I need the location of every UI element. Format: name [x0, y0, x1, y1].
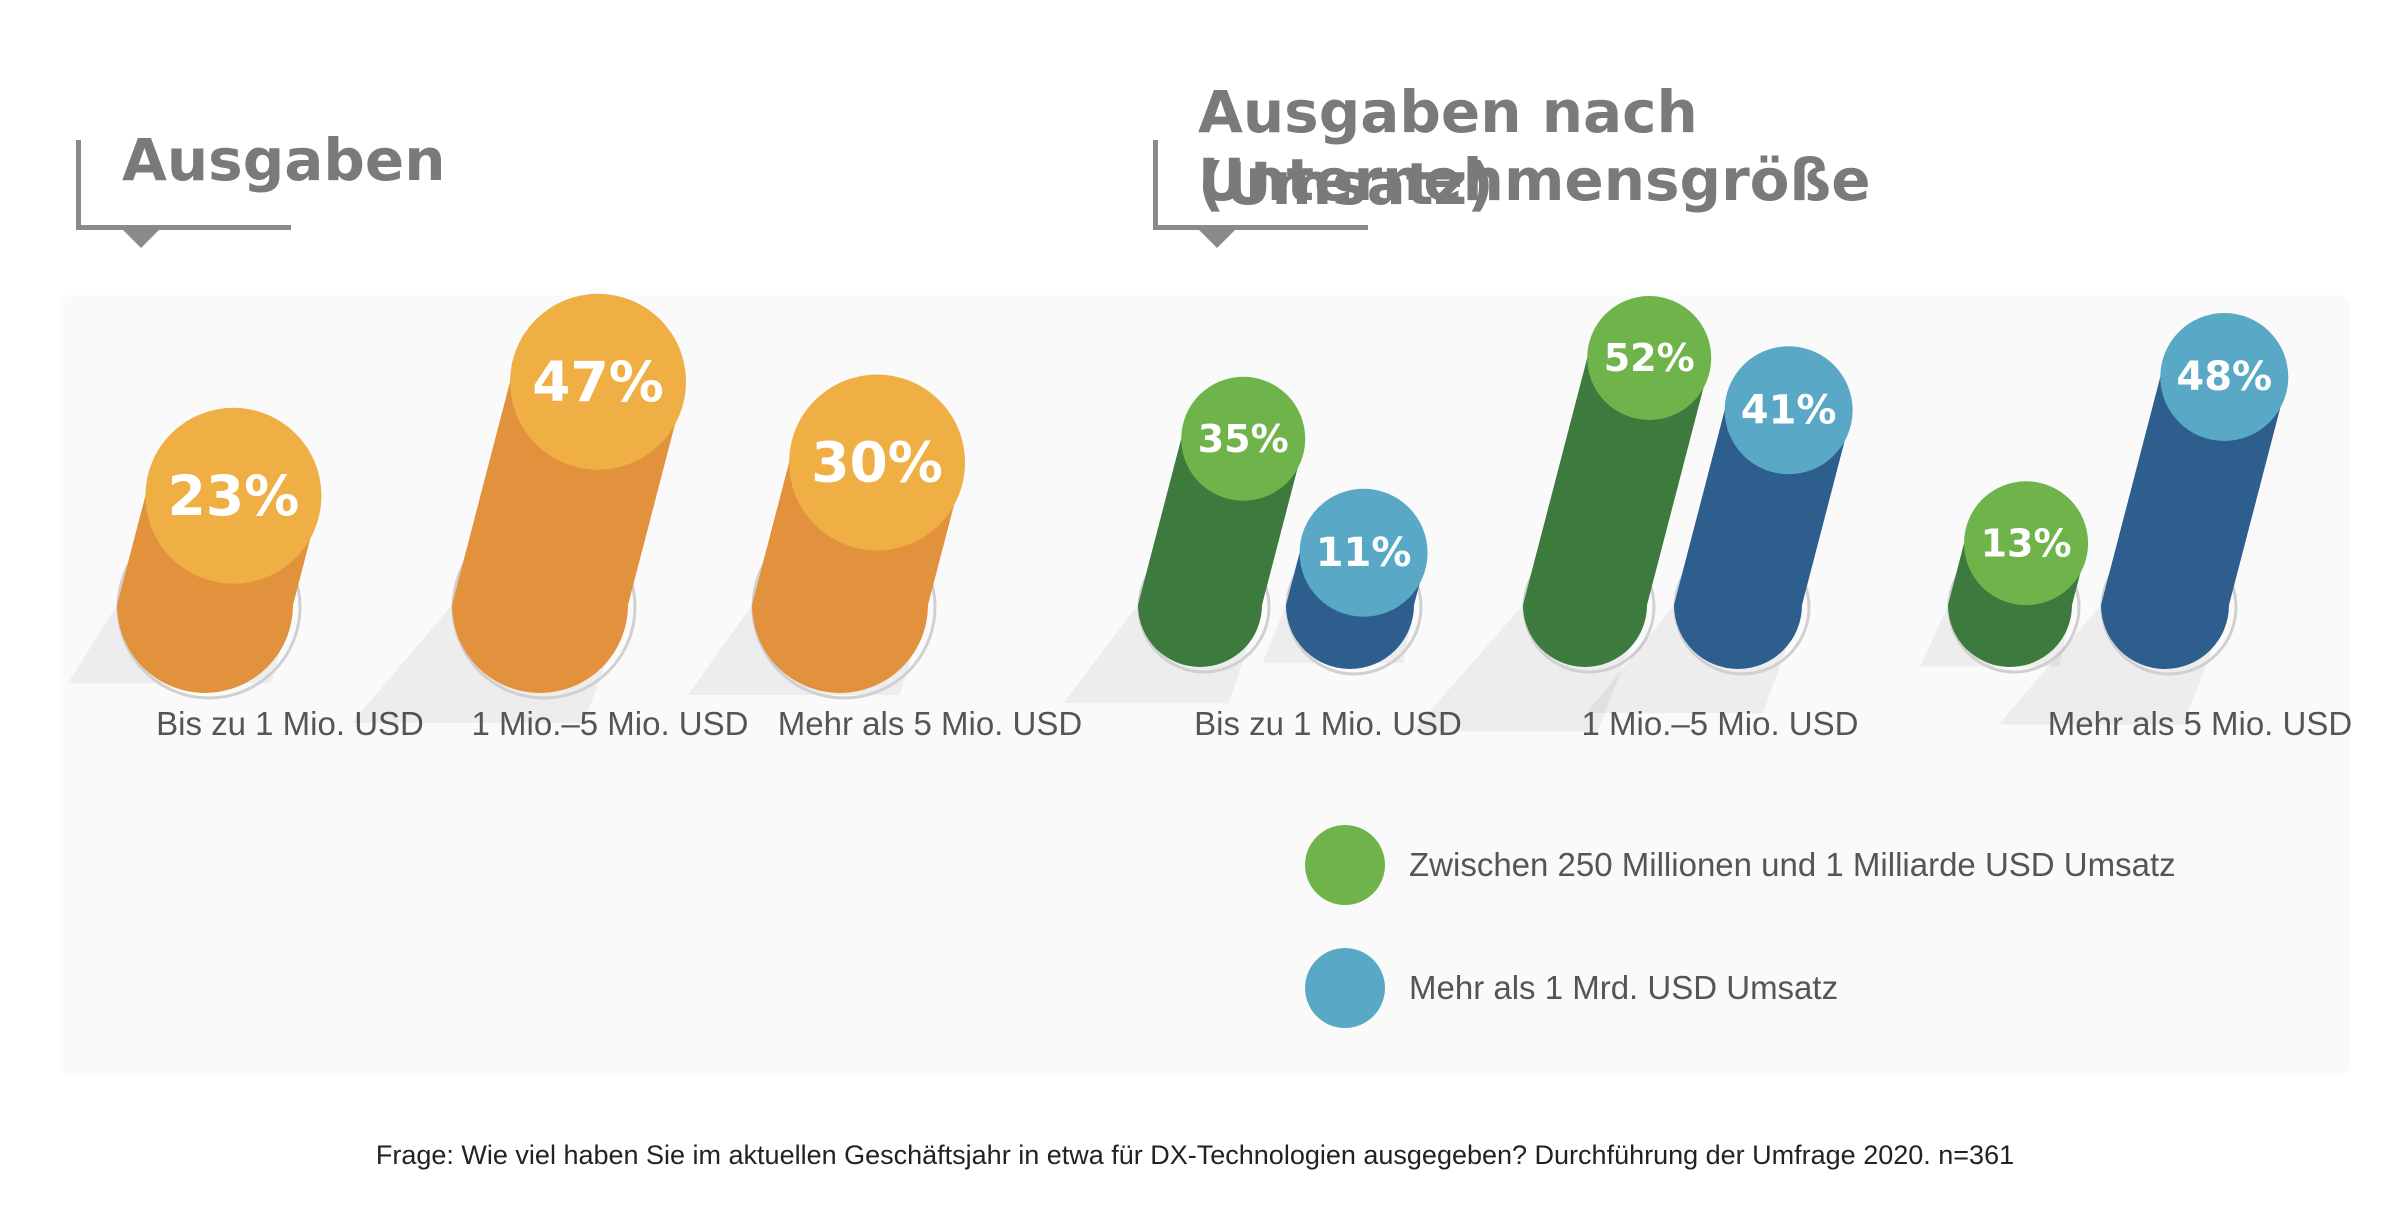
x-label-umsatz-2: 1 Mio.–5 Mio. USD	[1582, 705, 1859, 742]
legend-label-blue: Mehr als 1 Mrd. USD Umsatz	[1409, 969, 1839, 1006]
bar-ausgaben-2-top	[510, 293, 687, 470]
bar-blue-3-top	[2160, 313, 2289, 441]
bar-ausgaben-3-label: 30%	[811, 431, 943, 495]
legend-label-green: Zwischen 250 Millionen und 1 Milliarde U…	[1409, 846, 2176, 883]
bar-blue-2-label: 41%	[1741, 387, 1837, 433]
bar-ausgaben-2-label: 47%	[532, 350, 664, 414]
x-label-umsatz-1: Bis zu 1 Mio. USD	[1194, 705, 1462, 742]
title-notch-right	[1199, 230, 1235, 248]
bar-ausgaben-1-top	[145, 407, 322, 584]
bar-green-3-label: 13%	[1981, 521, 2072, 565]
legend-green-dot-icon	[1305, 825, 1385, 905]
bar-ausgaben-1-label: 23%	[168, 464, 300, 528]
footnote: Frage: Wie viel haben Sie im aktuellen G…	[375, 1140, 2015, 1170]
bar-green-2-top	[1587, 296, 1712, 420]
x-label-ausgaben-3: Mehr als 5 Mio. USD	[778, 705, 1082, 742]
bar-green-3-top	[1964, 481, 2089, 606]
bar-green-2-body	[1523, 358, 1712, 667]
title-bracket-left	[76, 140, 291, 230]
bar-blue-1-top	[1299, 488, 1428, 617]
title-notch-left	[123, 230, 159, 248]
bar-green-2-label: 52%	[1604, 336, 1695, 380]
bar-blue-2-body	[1674, 410, 1853, 669]
legend-blue-dot-icon	[1305, 948, 1385, 1028]
bar-green-1-label: 35%	[1198, 417, 1289, 461]
legend-item-blue: Mehr als 1 Mrd. USD Umsatz	[1305, 948, 1838, 1028]
bar-blue-2-top	[1724, 346, 1853, 475]
bar-ausgaben-3-top	[789, 374, 966, 551]
x-label-ausgaben-1: Bis zu 1 Mio. USD	[156, 705, 424, 742]
legend-item-green: Zwischen 250 Millionen und 1 Milliarde U…	[1305, 825, 2176, 905]
bar-blue-1-label: 11%	[1316, 530, 1412, 576]
chart-title-left: Ausgaben	[122, 126, 446, 194]
chart-title-right-subtitle: (Umsatz)	[1198, 150, 1494, 218]
bar-green-1-top	[1181, 376, 1306, 501]
bar-blue-3-label: 48%	[2176, 354, 2272, 400]
x-label-ausgaben-2: 1 Mio.–5 Mio. USD	[472, 705, 749, 742]
bar-blue-3-body	[2101, 377, 2289, 669]
title-bracket-right	[1153, 140, 1368, 230]
x-label-umsatz-3: Mehr als 5 Mio. USD	[2048, 705, 2352, 742]
chart-title-right: Ausgaben nach Unternehmensgröße	[1198, 78, 1871, 214]
